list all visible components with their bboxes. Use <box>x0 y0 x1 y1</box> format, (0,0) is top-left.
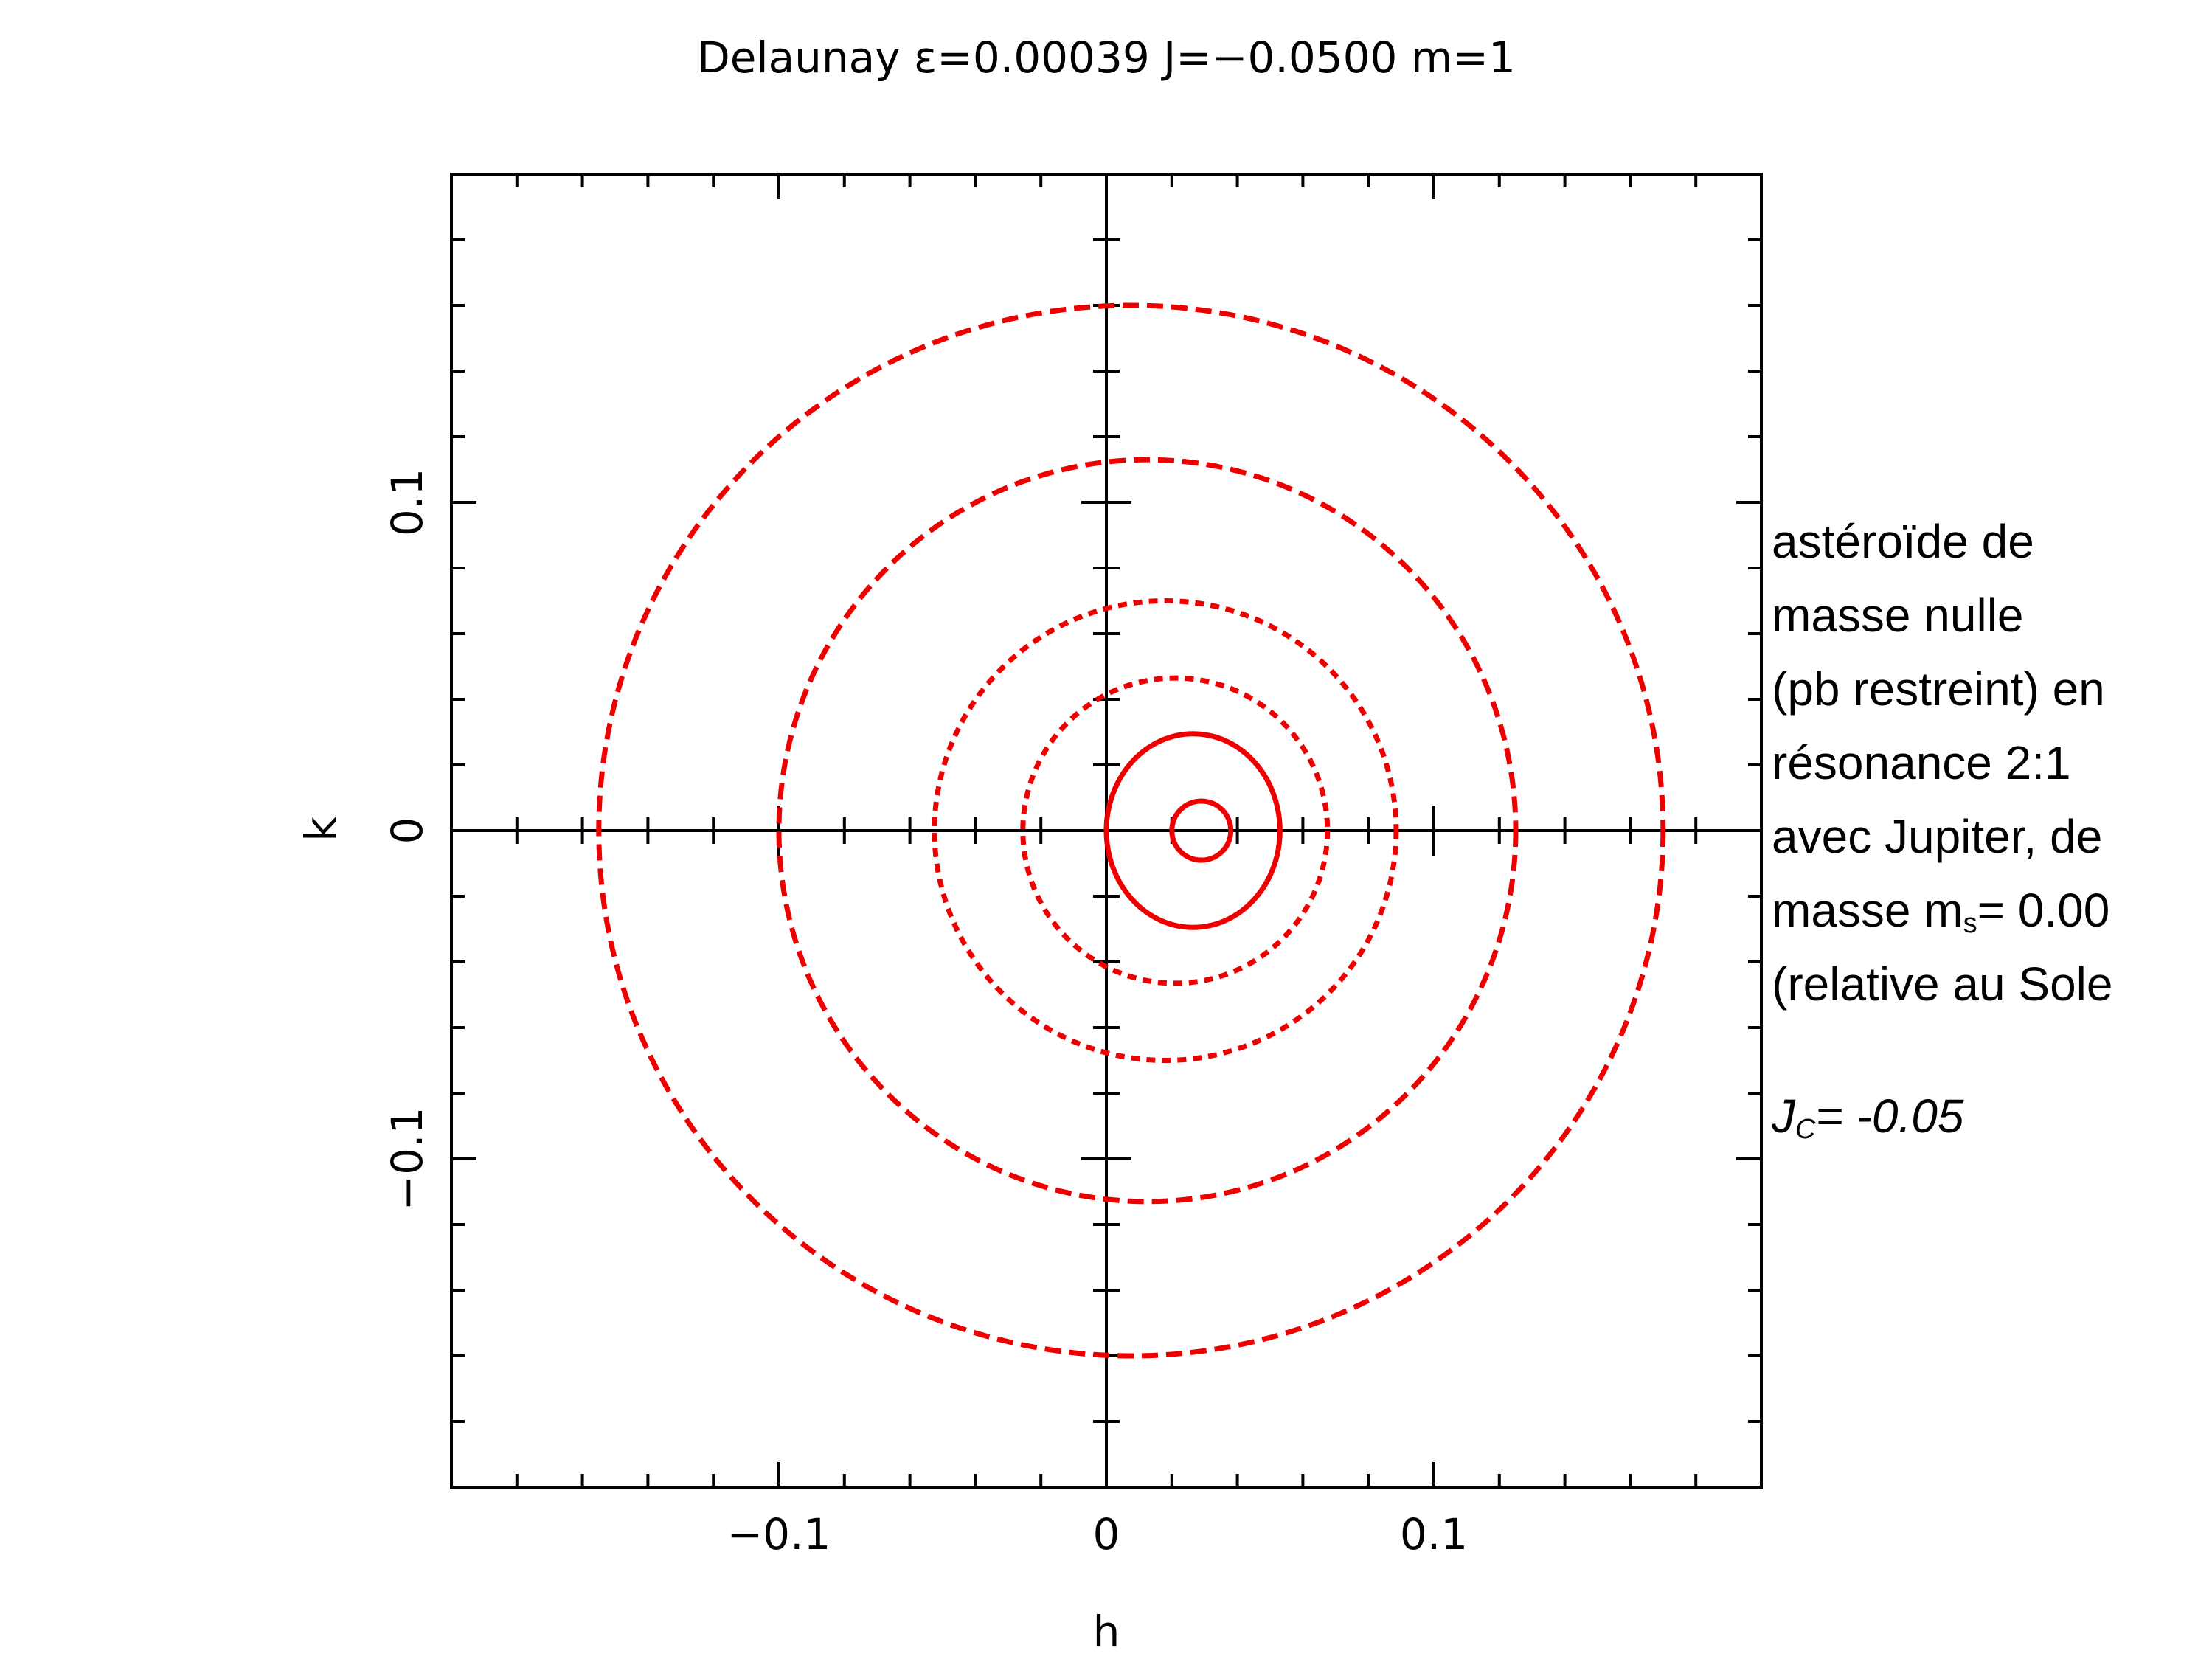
annotation-line-7: (relative au Sole <box>1772 957 2113 1011</box>
y-axis-label: k <box>296 817 346 842</box>
contour-6 <box>1169 798 1234 863</box>
contour-3 <box>932 598 1399 1063</box>
jc-symbol: J <box>1772 1090 1795 1143</box>
annotation-line-1: astéroïde de <box>1772 515 2034 568</box>
jc-subscript: C <box>1795 1114 1816 1145</box>
annotation-mass-line: masse ms= 0.00 <box>1772 873 2112 947</box>
mass-prefix: masse m <box>1772 884 1963 937</box>
x-tick-label-2: 0.1 <box>1400 1509 1468 1559</box>
x-tick-label-1: 0 <box>1093 1509 1120 1559</box>
plot-area: −0.1 0 0.1 −0.1 0 0.1 <box>382 173 1763 1559</box>
jc-value: = -0.05 <box>1815 1090 1964 1143</box>
mass-subscript: s <box>1963 908 1977 939</box>
x-tick-label-0: −0.1 <box>727 1509 831 1559</box>
jacobi-constant: JC= -0.05 <box>1772 1089 1963 1146</box>
contour-2 <box>776 457 1519 1205</box>
mass-value: = 0.00 <box>1977 884 2110 937</box>
y-tick-label-2: 0.1 <box>382 468 432 536</box>
chart-title: Delaunay ε=0.00039 J=−0.0500 m=1 <box>697 32 1516 83</box>
annotation-text: astéroïde de masse nulle (pb restreint) … <box>1772 505 2112 1021</box>
annotation-line-5: avec Jupiter, de <box>1772 810 2103 863</box>
annotation-line-2: masse nulle <box>1772 589 2024 642</box>
contour-5 <box>1103 731 1283 930</box>
x-axis-label: h <box>1093 1607 1120 1657</box>
y-tick-label-0: −0.1 <box>382 1107 432 1211</box>
contour-4 <box>1020 675 1331 986</box>
y-tick-label-1: 0 <box>382 817 432 845</box>
annotation-line-3: (pb restreint) en <box>1772 662 2105 716</box>
contour-1 <box>596 302 1666 1359</box>
annotation-line-4: résonance 2:1 <box>1772 736 2071 789</box>
